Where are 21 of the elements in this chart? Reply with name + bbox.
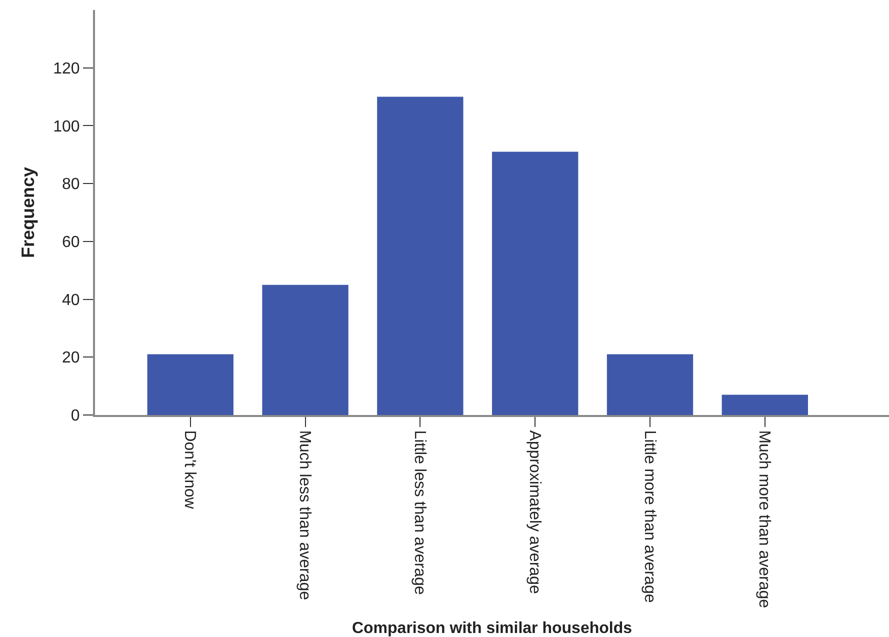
x-tick-label: Much more than average [756, 430, 773, 608]
y-axis-title: Frequency [18, 166, 38, 258]
y-tick-label: 120 [53, 60, 80, 78]
x-axis-title: Comparison with similar households [352, 620, 632, 637]
bar [377, 96, 464, 415]
x-tick-label: Don't know [181, 430, 198, 510]
y-tick-label: 80 [62, 176, 80, 194]
bar [722, 394, 808, 415]
y-tick-label: 40 [62, 292, 80, 309]
x-tick-label: Approximately average [526, 430, 543, 594]
bar [606, 354, 694, 415]
bar [492, 152, 578, 415]
bar [262, 284, 348, 415]
y-tick-label: 100 [53, 118, 80, 136]
x-tick-label: Little more than average [640, 430, 658, 603]
x-tick-label: Little less than average [410, 430, 428, 595]
y-tick-label: 20 [62, 350, 80, 367]
y-tick-label: 60 [62, 234, 80, 252]
x-tick-label: Much less than average [296, 430, 314, 600]
bar [147, 354, 234, 415]
y-tick-label: 0 [70, 408, 80, 425]
